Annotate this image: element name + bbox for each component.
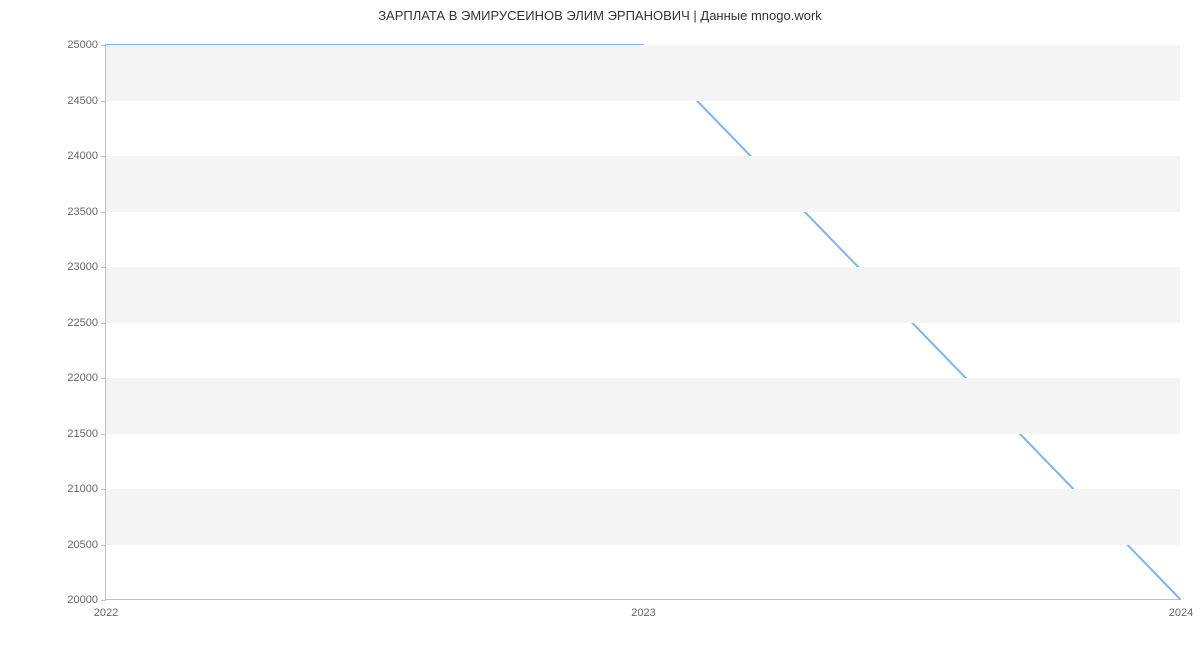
y-tick-mark xyxy=(101,489,106,490)
y-tick-mark xyxy=(101,156,106,157)
y-tick-mark xyxy=(101,545,106,546)
grid-band xyxy=(106,45,1180,101)
y-tick-mark xyxy=(101,323,106,324)
salary-line-chart: ЗАРПЛАТА В ЭМИРУСЕИНОВ ЭЛИМ ЭРПАНОВИЧ | … xyxy=(0,0,1200,650)
y-tick-mark xyxy=(101,267,106,268)
y-tick-mark xyxy=(101,378,106,379)
y-tick-mark xyxy=(101,45,106,46)
grid-band xyxy=(106,101,1180,157)
grid-band xyxy=(106,545,1180,601)
chart-title: ЗАРПЛАТА В ЭМИРУСЕИНОВ ЭЛИМ ЭРПАНОВИЧ | … xyxy=(0,8,1200,23)
grid-band xyxy=(106,212,1180,268)
grid-band xyxy=(106,156,1180,212)
x-tick-label: 2024 xyxy=(1169,599,1193,619)
grid-band xyxy=(106,378,1180,434)
y-tick-mark xyxy=(101,101,106,102)
x-tick-label: 2023 xyxy=(631,599,655,619)
x-tick-label: 2022 xyxy=(94,599,118,619)
plot-area: 2000020500210002150022000225002300023500… xyxy=(105,45,1180,600)
grid-band xyxy=(106,267,1180,323)
grid-band xyxy=(106,489,1180,545)
y-tick-mark xyxy=(101,434,106,435)
grid-band xyxy=(106,434,1180,490)
grid-band xyxy=(106,323,1180,379)
y-tick-mark xyxy=(101,212,106,213)
